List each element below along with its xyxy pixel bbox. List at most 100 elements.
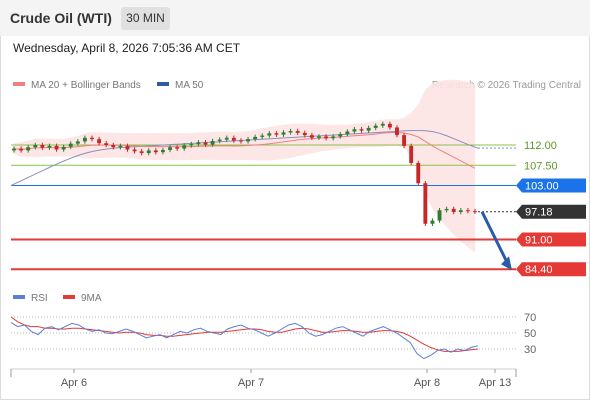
candle — [302, 132, 307, 136]
x-tick-label: Apr 8 — [414, 377, 440, 389]
timeframe-button[interactable]: 30 MIN — [121, 7, 170, 30]
bollinger-band — [14, 79, 475, 253]
rsi-legend-label: RSI — [31, 293, 48, 304]
legend-rsi-ma: 9MA — [63, 293, 102, 304]
candle — [430, 220, 435, 224]
x-tick-label: Apr 6 — [61, 377, 87, 389]
candle — [281, 132, 286, 135]
candle — [359, 129, 364, 131]
candle — [160, 149, 165, 153]
candle — [217, 139, 222, 141]
candle — [47, 145, 52, 148]
rsi-ma-swatch — [63, 295, 75, 300]
candle — [366, 127, 371, 131]
candle — [345, 131, 350, 135]
candle — [288, 131, 293, 133]
rsi-ma-legend-label: 9MA — [81, 293, 102, 304]
candle — [26, 147, 31, 151]
candle — [267, 133, 272, 136]
legend-ma50: MA 50 — [157, 80, 203, 91]
candle — [295, 131, 300, 133]
candle — [380, 123, 385, 126]
candle — [402, 135, 407, 146]
level-tag-97.18 — [516, 204, 586, 219]
candle — [395, 127, 399, 136]
credit-label: Research © 2026 Trading Central — [431, 80, 581, 91]
candle — [387, 123, 392, 128]
candle — [33, 145, 38, 148]
chart-header: Crude Oil (WTI) 30 MIN — [0, 0, 590, 36]
candle — [19, 148, 24, 151]
candle — [146, 150, 151, 154]
candle — [54, 145, 59, 150]
level-label-112.00: 112.00 — [524, 140, 557, 152]
candle — [139, 151, 144, 154]
projection-arrowhead — [501, 256, 512, 271]
candle — [111, 145, 116, 148]
ma50-swatch — [157, 82, 169, 87]
rsi-level-label: 30 — [524, 344, 536, 356]
level-label-84.40: 84.40 — [525, 264, 553, 276]
candle — [373, 125, 378, 128]
candle — [82, 137, 87, 142]
candle — [132, 149, 137, 152]
rsi-line — [10, 322, 479, 360]
candle — [274, 133, 279, 135]
candle — [423, 183, 428, 224]
candle — [97, 139, 102, 144]
candle — [473, 211, 477, 213]
candle — [224, 137, 229, 140]
candle — [90, 137, 94, 140]
rsi-level-label: 70 — [524, 312, 536, 324]
level-label-103.00: 103.00 — [525, 181, 559, 193]
candle — [12, 148, 16, 151]
candle — [253, 136, 258, 140]
candle — [260, 135, 265, 137]
level-label-91.00: 91.00 — [525, 235, 553, 247]
projection-arrow — [480, 211, 509, 263]
candle — [182, 145, 187, 149]
instrument-title: Crude Oil (WTI) — [10, 10, 112, 26]
candle — [458, 210, 463, 213]
level-label-97.18: 97.18 — [525, 207, 553, 219]
candle — [352, 129, 357, 132]
candle — [75, 141, 80, 144]
candle — [451, 208, 456, 213]
candle — [465, 210, 470, 212]
x-tick-label: Apr 13 — [479, 377, 511, 389]
level-label-107.50: 107.50 — [524, 160, 558, 172]
legend-rsi: RSI — [13, 293, 48, 304]
candle — [409, 145, 414, 163]
ma20-legend-label: MA 20 + Bollinger Bands — [31, 80, 141, 91]
candle — [324, 136, 329, 139]
candle — [196, 142, 201, 145]
ma50-legend-label: MA 50 — [175, 80, 204, 91]
candle — [153, 150, 158, 153]
candle — [68, 143, 73, 147]
legend-ma20: MA 20 + Bollinger Bands — [13, 80, 141, 91]
ma20-swatch — [13, 82, 25, 87]
candle — [118, 145, 123, 148]
candle — [231, 137, 236, 141]
level-tag-103.00 — [516, 178, 586, 193]
candle — [416, 163, 421, 184]
candle — [246, 139, 250, 142]
candle — [61, 146, 66, 150]
datetime-label: Wednesday, April 8, 2026 7:05:36 AM CET — [13, 41, 241, 55]
candle — [317, 136, 321, 138]
candle — [40, 145, 45, 148]
x-tick-label: Apr 7 — [238, 377, 264, 389]
candle — [168, 147, 172, 150]
candle — [125, 145, 130, 150]
candle — [444, 208, 449, 211]
candle — [338, 134, 343, 137]
rsi-ma-line — [10, 316, 479, 352]
rsi-level-label: 50 — [524, 328, 536, 340]
candle — [175, 147, 180, 149]
candle — [210, 140, 215, 145]
candle — [437, 210, 442, 221]
level-tag-84.40 — [516, 262, 586, 277]
candle — [203, 142, 208, 145]
ma50-line — [10, 130, 479, 186]
